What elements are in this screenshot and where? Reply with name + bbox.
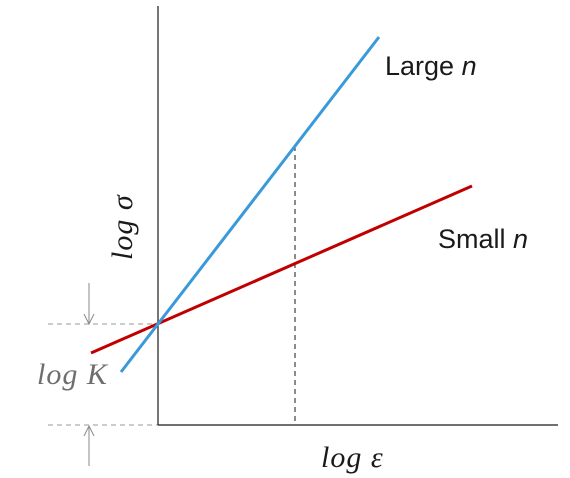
logk-arrow-up	[83, 424, 95, 466]
y-axis-label: log σ	[106, 194, 139, 260]
line-small-n	[90, 184, 473, 355]
x-axis-label: log ε	[321, 441, 384, 474]
logk-arrow-down	[83, 283, 95, 326]
label-large-n: Large n	[385, 51, 477, 81]
intercept-label: log K	[37, 358, 109, 391]
label-small-n: Small n	[438, 224, 528, 254]
line-large-n	[119, 36, 381, 373]
